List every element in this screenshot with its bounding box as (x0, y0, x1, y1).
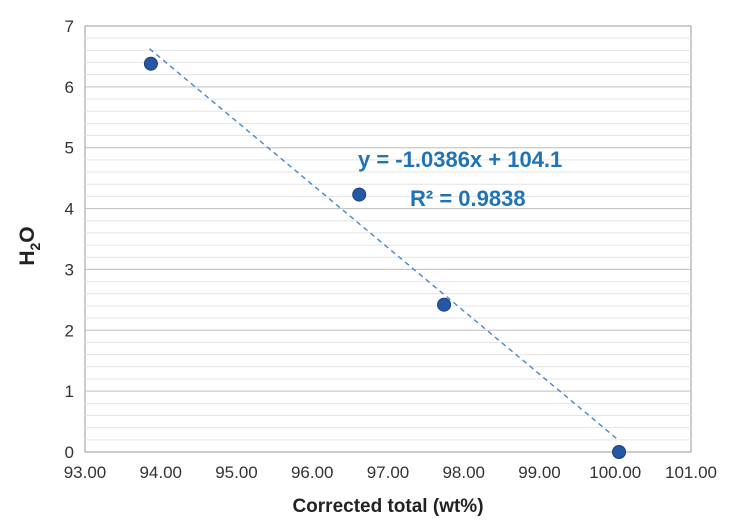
x-axis-label: Corrected total (wt%) (292, 496, 483, 517)
y-tick-label: 4 (65, 200, 74, 219)
data-point (352, 187, 367, 202)
x-tick-label: 98.00 (442, 463, 485, 482)
x-tick-label: 99.00 (518, 463, 561, 482)
trendline-equation: y = -1.0386x + 104.1 (358, 147, 562, 172)
data-points (143, 56, 627, 459)
x-tick-label: 97.00 (367, 463, 410, 482)
y-tick-label: 1 (65, 382, 74, 401)
plot-area (84, 25, 692, 453)
data-point (143, 56, 158, 71)
x-axis-ticks: 93.00 94.00 95.00 96.00 97.00 98.00 99.00 100.0… (64, 463, 717, 482)
x-tick-label: 101.00 (665, 463, 717, 482)
trendline-layer (148, 48, 618, 440)
data-point (437, 297, 452, 312)
y-axis-label: H2O (16, 226, 43, 265)
y-axis-ticks: 0 1 2 3 4 5 6 7 (65, 17, 74, 462)
x-tick-label: 95.00 (215, 463, 258, 482)
y-tick-label: 3 (65, 260, 74, 279)
x-tick-label: 93.00 (64, 463, 107, 482)
y-tick-label: 2 (65, 321, 74, 340)
grid-lines (85, 37, 691, 441)
data-point (612, 445, 627, 459)
y-tick-label: 6 (65, 78, 74, 97)
x-tick-label: 96.00 (291, 463, 334, 482)
y-tick-label: 0 (65, 443, 74, 462)
r-squared-label: R² = 0.9838 (410, 186, 526, 211)
x-tick-label: 100.00 (589, 463, 641, 482)
trendline (148, 48, 618, 440)
y-tick-label: 5 (65, 139, 74, 158)
x-tick-label: 94.00 (139, 463, 182, 482)
y-tick-label: 7 (65, 17, 74, 36)
